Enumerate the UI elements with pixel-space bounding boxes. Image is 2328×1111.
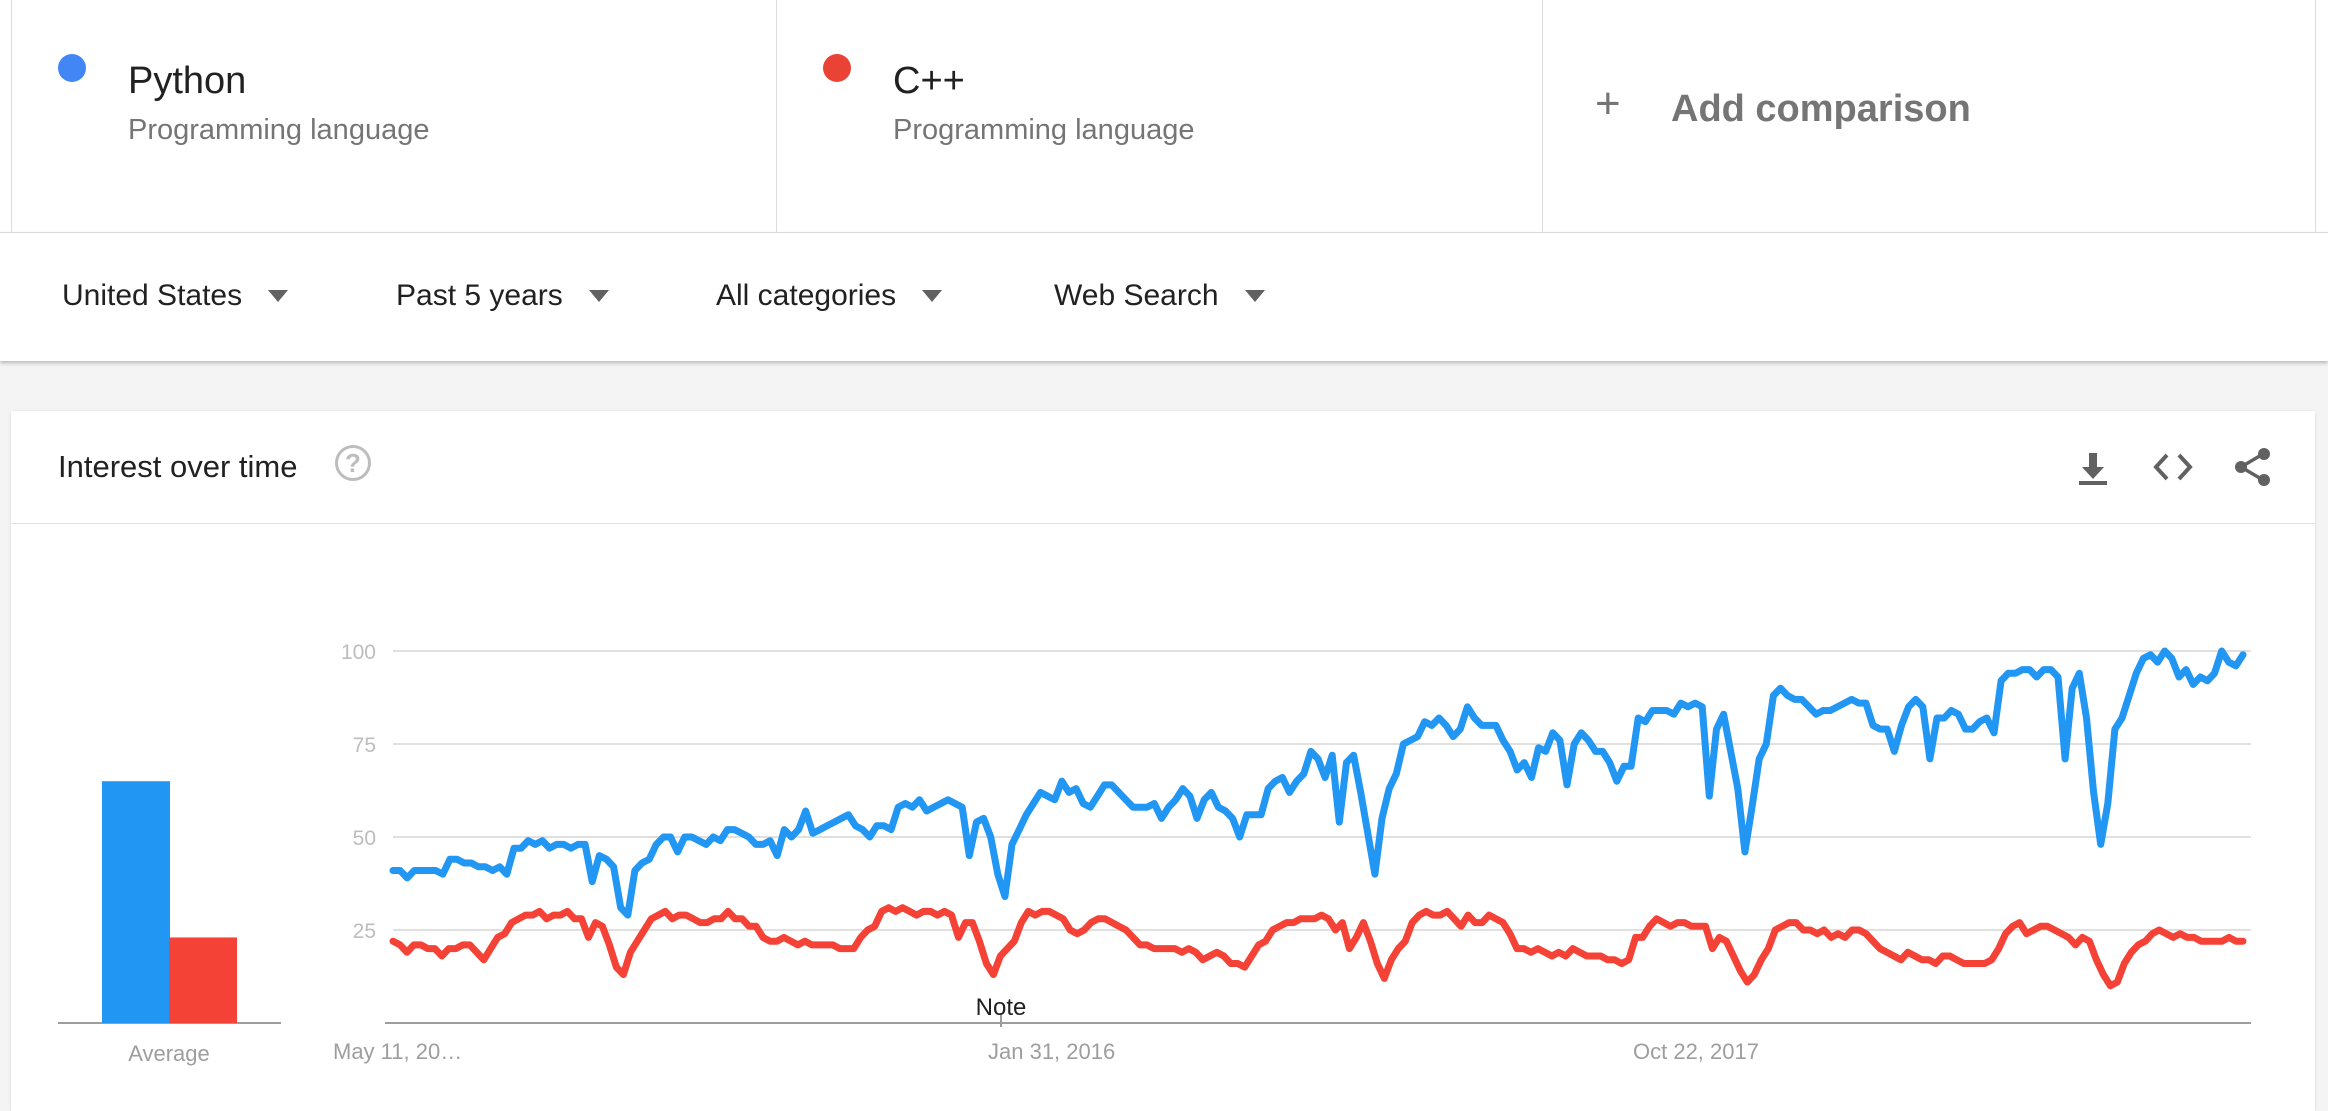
search-terms-bar: Python Programming language C++ Programm… (0, 0, 2328, 233)
chevron-down-icon (589, 290, 609, 302)
term-name: C++ (893, 60, 965, 103)
search-type-label: Web Search (1054, 279, 1219, 313)
average-bar-python (102, 781, 170, 1023)
note-label: Note (976, 994, 1027, 1021)
y-tick-label: 100 (341, 641, 376, 664)
interest-over-time-card: Interest over time ? 25 50 75 100 Average M… (11, 411, 2315, 1111)
interest-chart: 25 50 75 100 Average May 11, 20… Jan 31, 201… (11, 411, 2315, 1111)
average-label: Average (128, 1041, 210, 1066)
chevron-down-icon (268, 290, 288, 302)
y-tick-label: 25 (353, 920, 376, 943)
average-bar-cpp (169, 937, 237, 1023)
term-name: Python (128, 60, 246, 103)
y-tick-label: 50 (353, 827, 376, 850)
series-line-cpp (393, 908, 2243, 986)
filter-bar: United States Past 5 years All categorie… (0, 233, 2328, 361)
category-dropdown[interactable]: All categories (716, 279, 942, 313)
chevron-down-icon (922, 290, 942, 302)
time-range-label: Past 5 years (396, 279, 563, 313)
term-category: Programming language (128, 114, 429, 147)
term-card-cpp[interactable]: C++ Programming language (777, 0, 1543, 232)
time-range-dropdown[interactable]: Past 5 years (396, 279, 609, 313)
region-label: United States (62, 279, 242, 313)
x-tick-label: Jan 31, 2016 (988, 1039, 1115, 1064)
search-type-dropdown[interactable]: Web Search (1054, 279, 1265, 313)
x-axis: May 11, 20… Jan 31, 2016 Oct 22, 2017 Note (333, 994, 2251, 1064)
add-comparison-button[interactable]: + Add comparison (1543, 0, 2316, 232)
series-line-python (393, 651, 2243, 915)
cpp-color-dot (823, 54, 851, 82)
plus-icon: + (1595, 82, 1621, 126)
category-label: All categories (716, 279, 896, 313)
term-category: Programming language (893, 114, 1194, 147)
x-tick-label: Oct 22, 2017 (1633, 1039, 1759, 1064)
add-comparison-label: Add comparison (1671, 88, 1971, 131)
y-tick-label: 75 (353, 734, 376, 757)
chevron-down-icon (1245, 290, 1265, 302)
line-series-group (393, 651, 2243, 986)
region-dropdown[interactable]: United States (62, 279, 288, 313)
python-color-dot (58, 54, 86, 82)
x-tick-label: May 11, 20… (333, 1039, 462, 1064)
term-card-python[interactable]: Python Programming language (11, 0, 777, 232)
average-bar-chart: Average (58, 781, 281, 1066)
